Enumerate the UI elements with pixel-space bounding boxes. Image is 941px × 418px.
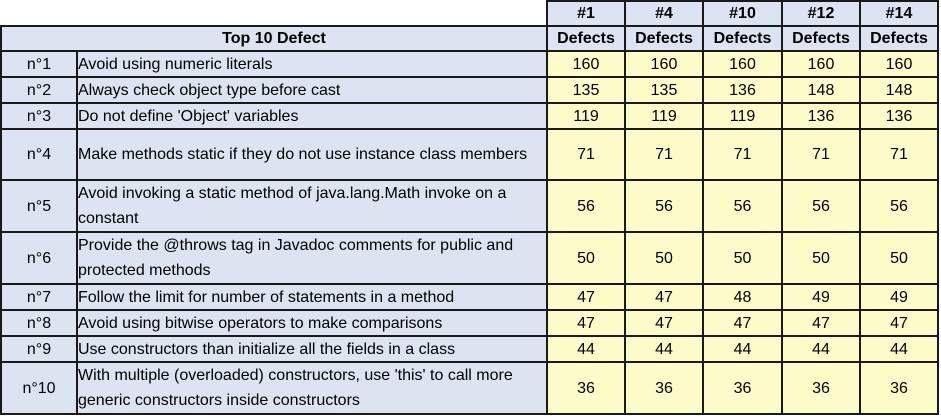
defect-count-cell: 44 <box>781 335 861 363</box>
defect-count-cell: 136 <box>702 76 783 104</box>
defect-description-cell: Do not define 'Object' variables <box>76 102 548 130</box>
defect-count-cell: 148 <box>859 76 939 104</box>
rank-cell: n°9 <box>0 335 78 363</box>
defect-count-cell: 71 <box>624 128 704 181</box>
defect-count-cell: 47 <box>624 309 704 337</box>
empty-corner-cell <box>77 1 548 27</box>
defect-count-cell: 36 <box>624 361 704 415</box>
defect-count-cell: 148 <box>781 76 861 104</box>
defect-count-cell: 47 <box>546 309 626 337</box>
defect-count-cell: 160 <box>546 50 626 78</box>
defect-count-cell: 49 <box>859 283 939 311</box>
release-header: #10 <box>702 0 783 27</box>
defect-count-cell: 56 <box>702 179 783 233</box>
defect-count-cell: 47 <box>702 309 783 337</box>
defect-count-cell: 48 <box>702 283 783 311</box>
defect-count-cell: 36 <box>781 361 861 415</box>
rank-cell: n°1 <box>0 50 78 78</box>
defect-count-cell: 136 <box>781 102 861 130</box>
empty-corner-cell <box>1 1 77 27</box>
defect-description-cell: Make methods static if they do not use i… <box>76 128 548 181</box>
table-row: n°8 Avoid using bitwise operators to make… <box>0 309 939 337</box>
defect-description-cell: With multiple (overloaded) constructors,… <box>76 361 548 415</box>
rank-cell: n°4 <box>0 128 78 181</box>
defect-count-cell: 47 <box>624 283 704 311</box>
defect-count-cell: 36 <box>859 361 939 415</box>
defect-count-cell: 119 <box>624 102 704 130</box>
defect-count-cell: 49 <box>781 283 861 311</box>
defect-count-cell: 50 <box>624 231 704 285</box>
rank-cell: n°8 <box>0 309 78 337</box>
table-row: n°6 Provide the @throws tag in Javadoc co… <box>0 231 939 285</box>
rank-cell: n°6 <box>0 231 78 285</box>
defect-count-cell: 36 <box>546 361 626 415</box>
defect-description-cell: Avoid using numeric literals <box>76 50 548 78</box>
defect-count-cell: 71 <box>702 128 783 181</box>
table-title: Top 10 Defect <box>0 25 548 52</box>
rank-cell: n°2 <box>0 76 78 104</box>
defect-count-cell: 160 <box>624 50 704 78</box>
defect-count-cell: 160 <box>859 50 939 78</box>
defect-count-cell: 50 <box>546 231 626 285</box>
defect-count-cell: 50 <box>781 231 861 285</box>
defect-count-cell: 50 <box>702 231 783 285</box>
defect-description-cell: Avoid using bitwise operators to make co… <box>76 309 548 337</box>
rank-cell: n°5 <box>0 179 78 233</box>
defect-count-cell: 119 <box>546 102 626 130</box>
rank-cell: n°3 <box>0 102 78 130</box>
rank-cell: n°7 <box>0 283 78 311</box>
defect-count-cell: 136 <box>859 102 939 130</box>
defect-count-cell: 71 <box>546 128 626 181</box>
release-header: #4 <box>624 0 704 27</box>
defects-column-label: Defects <box>624 25 704 52</box>
defect-count-cell: 56 <box>546 179 626 233</box>
defect-count-cell: 47 <box>546 283 626 311</box>
defect-description-cell: Use constructors than initialize all the… <box>76 335 548 363</box>
table-row: n°2 Always check object type before cast 1… <box>0 76 939 104</box>
title-row: Top 10 Defect Defects Defects Defects De… <box>0 25 939 52</box>
defect-count-cell: 56 <box>859 179 939 233</box>
defect-count-cell: 71 <box>859 128 939 181</box>
defect-count-cell: 44 <box>859 335 939 363</box>
defect-count-cell: 160 <box>702 50 783 78</box>
defect-count-cell: 119 <box>702 102 783 130</box>
defect-count-cell: 71 <box>781 128 861 181</box>
rank-cell: n°10 <box>0 361 78 415</box>
defects-column-label: Defects <box>859 25 939 52</box>
release-header: #12 <box>781 0 861 27</box>
defect-count-cell: 135 <box>624 76 704 104</box>
defect-count-cell: 47 <box>859 309 939 337</box>
defect-count-cell: 135 <box>546 76 626 104</box>
defect-count-cell: 56 <box>624 179 704 233</box>
defect-description-cell: Avoid invoking a static method of java.l… <box>76 179 548 233</box>
table-row: n°5 Avoid invoking a static method of jav… <box>0 179 939 233</box>
defect-description-cell: Provide the @throws tag in Javadoc comme… <box>76 231 548 285</box>
defect-count-cell: 160 <box>781 50 861 78</box>
release-header: #1 <box>546 0 626 27</box>
defect-count-cell: 36 <box>702 361 783 415</box>
defects-column-label: Defects <box>781 25 861 52</box>
table-row: n°10 With multiple (overloaded) construct… <box>0 361 939 415</box>
release-header: #14 <box>859 0 939 27</box>
defect-count-cell: 47 <box>781 309 861 337</box>
table-row: n°1 Avoid using numeric literals 160 160 160… <box>0 50 939 78</box>
defect-count-cell: 56 <box>781 179 861 233</box>
table-row: n°9 Use constructors than initialize all … <box>0 335 939 363</box>
release-header-row: #1 #4 #10 #12 #14 <box>1 0 939 27</box>
defect-count-cell: 44 <box>546 335 626 363</box>
table-row: n°7 Follow the limit for number of statem… <box>0 283 939 311</box>
defect-count-cell: 44 <box>624 335 704 363</box>
defect-description-cell: Always check object type before cast <box>76 76 548 104</box>
table-row: n°4 Make methods static if they do not us… <box>0 128 939 181</box>
defect-description-cell: Follow the limit for number of statement… <box>76 283 548 311</box>
table-row: n°3 Do not define 'Object' variables 119 11… <box>0 102 939 130</box>
defect-count-cell: 50 <box>859 231 939 285</box>
defects-column-label: Defects <box>702 25 783 52</box>
defect-count-cell: 44 <box>702 335 783 363</box>
defects-column-label: Defects <box>546 25 626 52</box>
